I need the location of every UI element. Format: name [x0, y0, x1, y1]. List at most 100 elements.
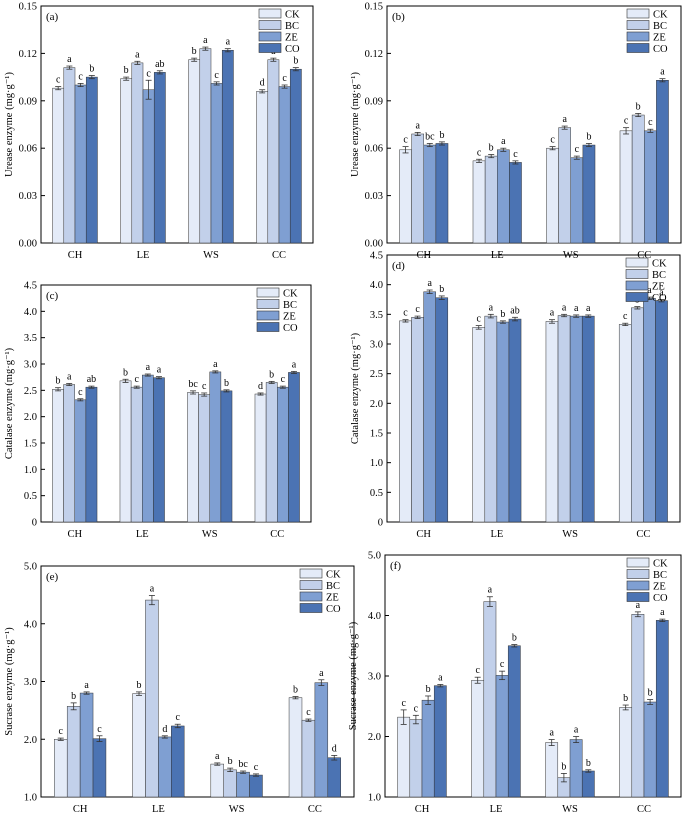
- x-tick-label: CH: [73, 804, 88, 814]
- significance-letter: a: [501, 136, 506, 147]
- bar-ze-le: [142, 89, 155, 244]
- bar-bc-ws: [558, 127, 571, 244]
- significance-letter: c: [500, 659, 505, 670]
- significance-letter: a: [84, 680, 89, 691]
- significance-letter: a: [574, 303, 579, 314]
- legend-label-co: CO: [283, 323, 298, 334]
- significance-letter: ab: [155, 59, 164, 70]
- y-tick-label: 0.15: [365, 2, 383, 13]
- y-tick-label: 4.5: [370, 251, 383, 262]
- bar-bc-cc: [265, 382, 278, 523]
- significance-letter: b: [269, 369, 274, 380]
- significance-letter: b: [500, 309, 505, 320]
- y-axis-label: Urease enzyme (mg·g⁻¹): [4, 72, 15, 177]
- significance-letter: a: [636, 600, 641, 611]
- legend-swatch-bc: [299, 580, 323, 590]
- x-tick-label: WS: [202, 529, 218, 540]
- significance-letter: a: [203, 35, 208, 46]
- legend-swatch-co: [625, 292, 649, 302]
- bar-ck-le: [472, 160, 486, 244]
- significance-letter: b: [123, 367, 128, 378]
- bar-ze-le: [158, 736, 172, 798]
- bar-bc-le: [483, 601, 497, 798]
- legend-swatch-bc: [625, 269, 649, 279]
- y-tick-label: 1.0: [368, 793, 381, 804]
- bar-bc-le: [484, 315, 498, 523]
- x-tick-label: WS: [562, 529, 578, 540]
- significance-letter: a: [488, 585, 493, 596]
- significance-letter: c: [648, 117, 653, 128]
- bar-ck-cc: [254, 393, 267, 523]
- bar-co-le: [153, 377, 165, 523]
- y-tick-label: 1.0: [24, 793, 37, 804]
- y-tick-label: 4.0: [24, 619, 37, 630]
- significance-letter: c: [78, 387, 83, 398]
- bar-co-cc: [289, 68, 302, 244]
- x-tick-label: LE: [490, 529, 503, 540]
- panel-label: (c): [46, 290, 59, 302]
- bar-ck-ws: [188, 59, 201, 244]
- legend-swatch-bc: [258, 20, 282, 30]
- chart-panel-c: 0 0.5 1.0 1.5 2.0 2.5 3.0 3.5 4.0 4.5 Catalase enz…: [4, 281, 312, 540]
- legend-swatch-co: [256, 322, 280, 332]
- significance-letter: b: [561, 761, 566, 772]
- bar-bc-ch: [66, 706, 81, 798]
- bar-ck-cc: [618, 324, 632, 523]
- significance-letter: c: [415, 304, 420, 315]
- y-tick-label: 2.5: [370, 369, 383, 380]
- bar-co-le: [153, 72, 166, 244]
- y-tick-label: 4.5: [24, 281, 37, 292]
- significance-letter: a: [574, 725, 579, 736]
- significance-letter: b: [71, 691, 76, 702]
- legend-label-ze: ZE: [653, 33, 666, 44]
- bar-co-ws: [221, 49, 234, 244]
- y-tick-label: 0.09: [19, 96, 37, 107]
- y-tick-label: 0.09: [365, 96, 383, 107]
- plot-frame: [40, 284, 312, 523]
- bar-ck-le: [120, 78, 133, 244]
- x-tick-label: WS: [562, 804, 578, 814]
- significance-letter: b: [224, 378, 229, 389]
- bar-ze-ws: [236, 771, 250, 798]
- significance-letter: c: [97, 724, 102, 735]
- bar-co-ch: [85, 76, 98, 244]
- significance-letter: b: [439, 284, 444, 295]
- bar-co-cc: [288, 372, 300, 523]
- bar-ze-ch: [423, 144, 437, 244]
- significance-letter: b: [586, 758, 591, 769]
- significance-letter: c: [78, 71, 83, 82]
- significance-letter: b: [623, 693, 628, 704]
- panel-label: (f): [390, 560, 401, 572]
- legend-swatch-ze: [258, 31, 282, 42]
- bar-ck-ws: [210, 763, 224, 798]
- legend-swatch-ck: [256, 287, 280, 298]
- significance-letter: c: [401, 698, 406, 709]
- plot-frame: [386, 5, 682, 244]
- significance-letter: a: [438, 672, 443, 683]
- bar-co-cc: [655, 620, 669, 798]
- legend-swatch-ck: [625, 257, 649, 268]
- legend-label-co: CO: [652, 293, 667, 304]
- legend-swatch-ze: [299, 591, 323, 602]
- bar-ze-cc: [314, 682, 329, 798]
- significance-letter: bc: [188, 379, 198, 390]
- significance-letter: a: [226, 37, 231, 48]
- bar-bc-ch: [411, 133, 424, 244]
- legend-label-co: CO: [653, 593, 668, 604]
- legend-label-bc: BC: [285, 21, 299, 32]
- legend-swatch-ze: [626, 580, 650, 591]
- bar-bc-cc: [631, 307, 644, 523]
- y-axis-label: Urease enzyme (mg·g⁻¹): [350, 72, 361, 177]
- legend-label-ck: CK: [653, 10, 668, 21]
- bar-co-cc: [655, 300, 668, 523]
- x-tick-label: CH: [415, 804, 430, 814]
- legend-label-ck: CK: [326, 570, 341, 581]
- bar-co-ch: [433, 685, 447, 798]
- bar-ze-le: [495, 675, 509, 798]
- significance-letter: c: [306, 707, 311, 718]
- y-tick-label: 5.0: [368, 551, 381, 562]
